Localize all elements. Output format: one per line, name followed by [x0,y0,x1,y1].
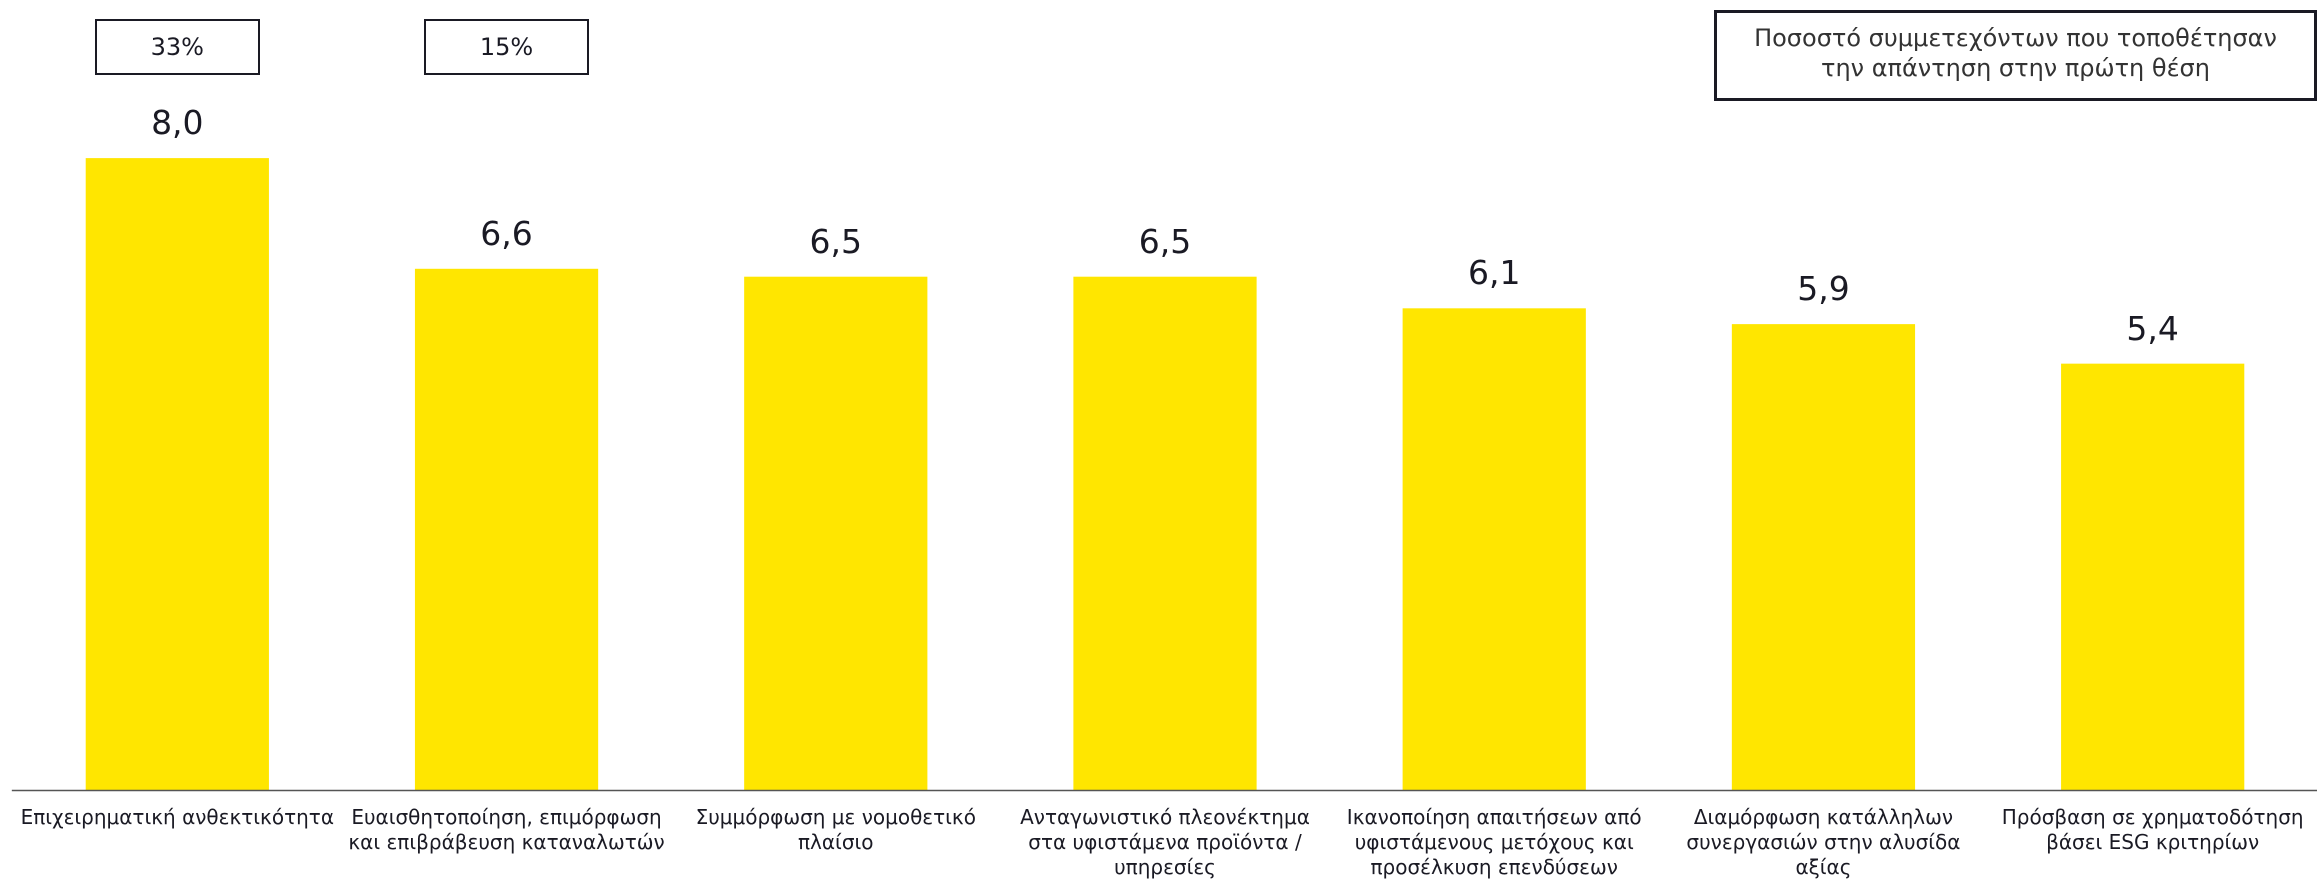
x-tick-label: Ανταγωνιστικό πλεονέκτημα στα υφιστάμενα… [1020,804,1310,879]
value-label: 5,9 [1797,269,1850,309]
first-place-share: 33% [94,19,261,76]
x-tick-label: Επιχειρηματική ανθεκτικότητα [20,804,335,829]
value-label: 6,1 [1467,253,1521,293]
legend-note: Ποσοστό συμμετεχόντων που τοποθέτησαν τη… [1714,10,2317,101]
x-tick-label: Ευαισθητοποίηση, επιμόρφωση και επιβράβε… [348,804,665,854]
value-label: 6,5 [809,221,862,261]
bar [414,268,599,791]
bar [85,158,269,791]
value-label: 6,6 [480,213,533,253]
value-label: 6,5 [1138,221,1192,261]
bar [1731,324,1916,791]
value-label: 5,4 [2126,308,2179,348]
x-tick-label: Πρόσβαση σε χρηματοδότηση βάσει ESG κριτ… [2001,804,2304,854]
bar [2061,363,2245,791]
bar [1402,308,1586,791]
x-tick-label: Ικανοποίηση απαιτήσεων από υφιστάμενους … [1346,804,1642,879]
first-place-share: 15% [423,19,590,76]
x-tick-label: Συμμόρφωση με νομοθετικό πλαίσιο [695,804,976,854]
value-label: 8,0 [151,103,204,143]
x-tick-label: Διαμόρφωση κατάλληλων συνεργασιών στην α… [1686,804,1961,879]
bar [744,276,928,791]
bar [1073,276,1257,791]
